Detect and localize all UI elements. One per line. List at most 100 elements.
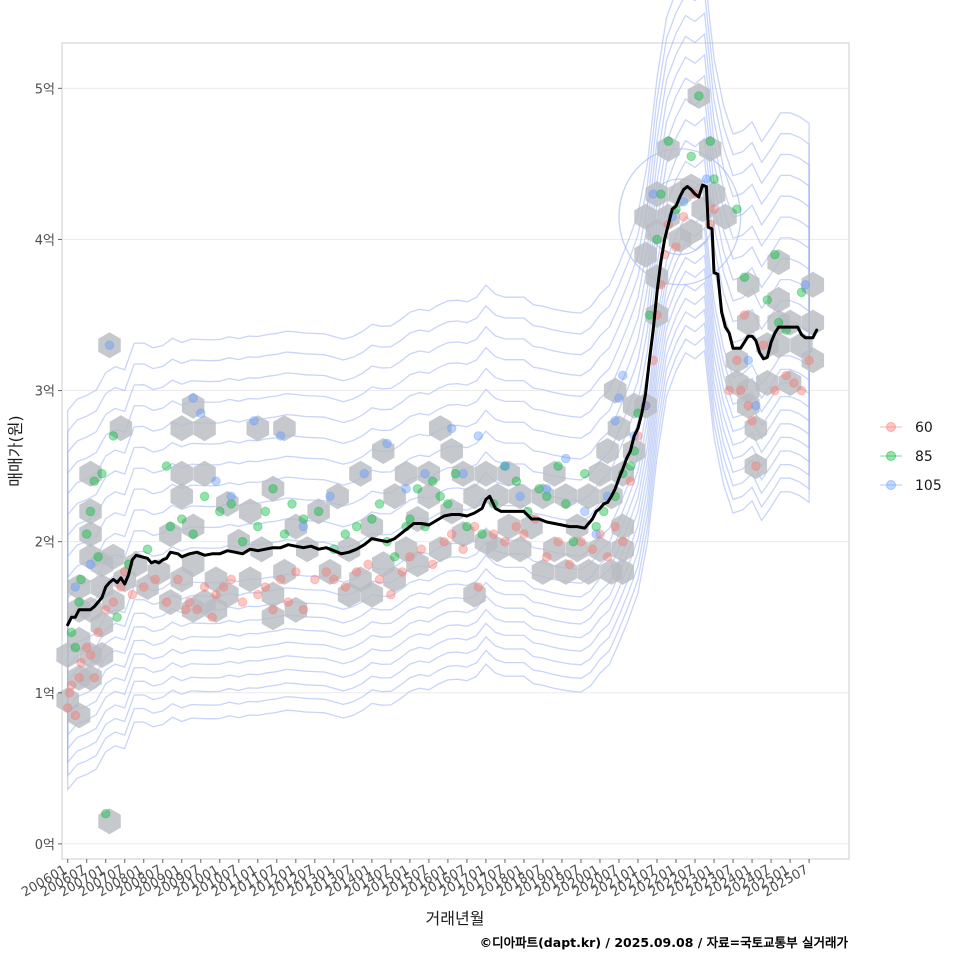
data-point-105: [298, 521, 309, 532]
legend-key-dot-105: [886, 480, 896, 490]
data-point-85: [652, 234, 662, 245]
data-point-105: [648, 189, 659, 199]
data-point-105: [70, 582, 81, 592]
hex-bin: [67, 702, 91, 729]
hex-bin: [611, 513, 634, 540]
hex-bin: [577, 558, 600, 585]
data-point-85: [74, 597, 84, 607]
data-point-85: [732, 204, 742, 215]
data-point-60: [747, 415, 757, 426]
density-contour: [67, 0, 810, 792]
data-point-85: [762, 295, 773, 305]
hex-bin: [383, 566, 406, 593]
data-point-105: [500, 461, 510, 471]
hex-bin: [645, 181, 669, 208]
hex-bin: [98, 332, 121, 359]
data-point-85: [773, 317, 784, 328]
data-point-105: [226, 491, 236, 502]
data-point-85: [108, 431, 119, 441]
data-point-60: [374, 574, 385, 585]
hex-bin: [238, 566, 262, 593]
data-point-85: [313, 506, 324, 517]
data-point-85: [81, 529, 92, 539]
data-point-60: [275, 574, 286, 585]
data-point-60: [751, 461, 761, 471]
data-point-105: [359, 468, 370, 479]
data-point-60: [386, 589, 396, 600]
hex-bin: [159, 589, 182, 616]
hex-bin: [744, 453, 768, 480]
data-point-85: [165, 521, 176, 532]
data-point-60: [207, 612, 217, 623]
hex-bin: [337, 536, 361, 563]
data-point-85: [298, 514, 309, 524]
data-point-60: [81, 642, 92, 653]
hex-bin: [531, 558, 555, 585]
hex-bin: [565, 536, 589, 563]
data-point-60: [363, 559, 373, 570]
data-point-60: [473, 582, 484, 592]
data-point-85: [770, 249, 780, 260]
hex-bin: [463, 483, 486, 510]
hex-bin: [508, 536, 532, 563]
data-point-85: [279, 529, 290, 539]
data-point-105: [325, 491, 335, 502]
data-point-60: [252, 589, 263, 600]
hex-bin: [657, 203, 680, 230]
hex-bin: [170, 415, 193, 442]
source-caption: ©디아파트(dapt.kr) / 2025.09.08 / 자료=국토교통부 실…: [480, 935, 849, 950]
data-point-60: [211, 589, 221, 600]
data-point-85: [89, 476, 100, 487]
data-point-85: [260, 506, 271, 517]
data-point-85: [142, 544, 153, 555]
y-axis: 0억 1억 2억 3억 4억 5억: [35, 82, 62, 853]
hex-bin: [79, 498, 102, 525]
data-point-105: [420, 468, 430, 479]
data-point-105: [560, 453, 571, 464]
data-point-85: [705, 136, 716, 147]
data-point-105: [515, 491, 525, 502]
hex-bin: [737, 271, 760, 298]
data-point-85: [477, 529, 487, 539]
hex-bin: [349, 460, 372, 487]
data-point-85: [287, 499, 297, 509]
legend-label-60: 60: [915, 420, 933, 436]
data-point-105: [85, 559, 96, 570]
data-point-105: [401, 483, 411, 494]
hex-bin: [98, 808, 121, 835]
data-point-60: [108, 597, 119, 607]
hex-bin: [318, 558, 342, 585]
data-point-60: [511, 521, 522, 532]
hex-bin: [508, 483, 532, 510]
data-point-85: [405, 514, 415, 524]
data-point-60: [439, 536, 449, 547]
data-point-85: [796, 287, 807, 298]
hex-bin: [284, 513, 308, 540]
hex-bin: [680, 173, 703, 200]
hex-bin: [634, 392, 657, 419]
hex-bin: [440, 438, 463, 464]
legend-entry-60: 60: [880, 420, 933, 436]
hex-bin: [193, 460, 216, 487]
data-point-105: [275, 431, 286, 441]
legend-entry-105: 105: [880, 478, 942, 494]
data-point-60: [85, 650, 96, 660]
data-point-85: [70, 642, 81, 653]
data-point-60: [743, 400, 754, 411]
y-tick-label: 3억: [35, 385, 55, 400]
data-point-85: [93, 551, 103, 562]
legend-entry-85: 85: [880, 449, 933, 465]
data-point-105: [104, 340, 115, 351]
data-point-105: [617, 370, 628, 381]
hex-bin: [246, 415, 270, 442]
data-point-60: [602, 551, 613, 562]
hex-bin: [284, 596, 308, 623]
hex-bin: [261, 581, 285, 608]
data-point-105: [446, 423, 457, 434]
hex-bin: [451, 521, 475, 548]
data-point-60: [138, 582, 149, 592]
y-tick-label: 0억: [35, 838, 55, 853]
data-point-105: [751, 400, 761, 411]
data-point-60: [735, 385, 746, 396]
